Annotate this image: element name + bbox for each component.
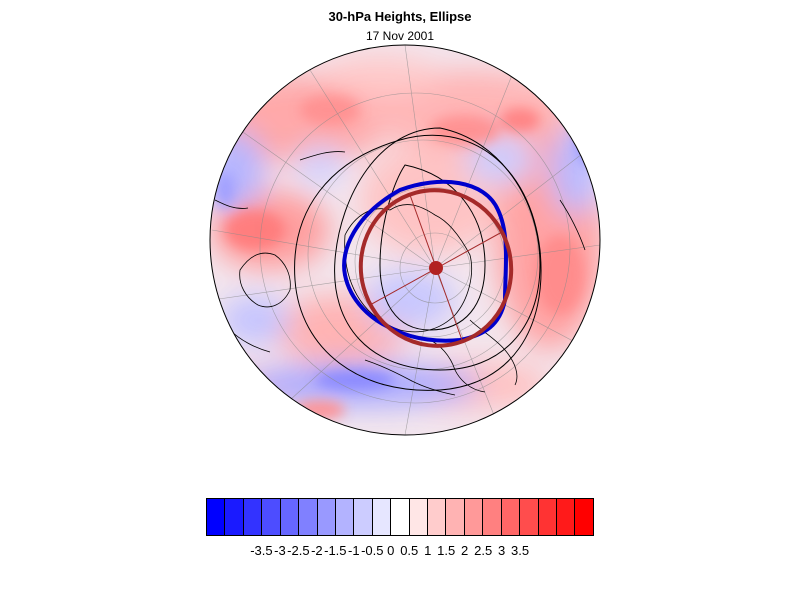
colorbar-cell bbox=[538, 499, 558, 535]
colorbar-cell bbox=[299, 499, 318, 535]
colorbar-label: 3 bbox=[497, 543, 506, 558]
colorbar-cell bbox=[335, 499, 355, 535]
colorbar-cell bbox=[501, 499, 521, 535]
colorbar-cell bbox=[372, 499, 392, 535]
colorbar-cell bbox=[483, 499, 502, 535]
colorbar-label: -3 bbox=[274, 543, 286, 558]
colorbar-label: -1 bbox=[348, 543, 360, 558]
colorbar-label: -2.5 bbox=[287, 543, 310, 558]
colorbar-cell bbox=[354, 499, 373, 535]
colorbar-label: -1.5 bbox=[324, 543, 347, 558]
colorbar-label: 0 bbox=[387, 543, 395, 558]
colorbar-cell bbox=[280, 499, 300, 535]
vortex-edge bbox=[342, 179, 508, 343]
graticule bbox=[211, 45, 600, 435]
colorbar-cell bbox=[575, 499, 593, 535]
colorbar-label: 3.5 bbox=[511, 543, 530, 558]
ellipse-center-marker bbox=[429, 261, 443, 275]
colorbar-label: 1.5 bbox=[437, 543, 456, 558]
height-contours bbox=[294, 127, 542, 391]
colorbar bbox=[206, 498, 594, 536]
map-title: 30-hPa Heights, Ellipse bbox=[328, 9, 472, 24]
colorbar-cell bbox=[520, 499, 539, 535]
globe-outline bbox=[209, 44, 601, 436]
colorbar-cell bbox=[464, 499, 484, 535]
colorbar-label: -0.5 bbox=[361, 543, 384, 558]
anomaly-shading bbox=[210, 45, 600, 435]
colorbar-cell bbox=[428, 499, 447, 535]
colorbar-cell bbox=[207, 499, 226, 535]
colorbar-cell bbox=[391, 499, 410, 535]
colorbar-cell bbox=[225, 499, 244, 535]
colorbar-cell bbox=[446, 499, 465, 535]
colorbar-label: -3.5 bbox=[250, 543, 273, 558]
colorbar-label: -2 bbox=[311, 543, 323, 558]
colorbar-cell bbox=[317, 499, 336, 535]
colorbar-label: 2.5 bbox=[474, 543, 493, 558]
colorbar-label: 2 bbox=[461, 543, 469, 558]
colorbar-labels: -3.5 -3 -2.5 -2 -1.5 -1 -0.5 0 0.5 1 1.5 2 2.5 3 3.5 bbox=[206, 543, 594, 561]
map-date: 17 Nov 2001 bbox=[365, 29, 435, 43]
colorbar-label: 0.5 bbox=[400, 543, 419, 558]
colorbar-cell bbox=[557, 499, 576, 535]
colorbar-cell bbox=[243, 499, 263, 535]
colorbar-cell bbox=[262, 499, 281, 535]
colorbar-label: 1 bbox=[424, 543, 432, 558]
fitted-ellipse bbox=[358, 188, 514, 348]
colorbar-cell bbox=[409, 499, 429, 535]
